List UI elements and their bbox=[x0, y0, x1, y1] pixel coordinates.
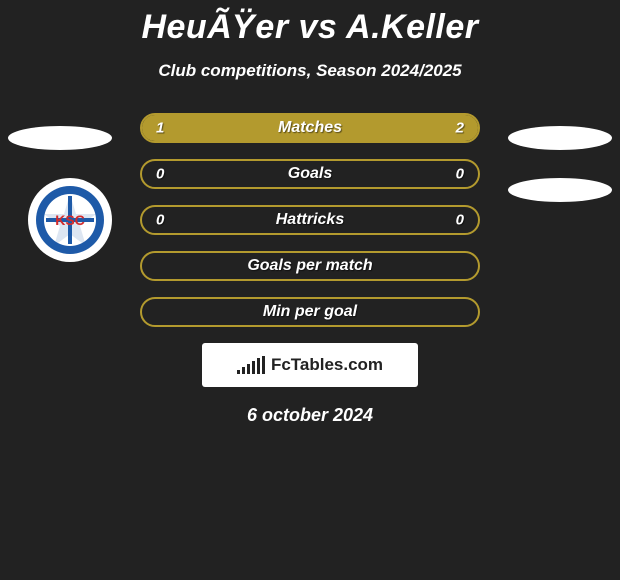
decorative-ellipse-top-left bbox=[8, 126, 112, 150]
bars-icon bbox=[237, 356, 265, 374]
page-subtitle: Club competitions, Season 2024/2025 bbox=[0, 61, 620, 81]
decorative-ellipse-top-right bbox=[508, 126, 612, 150]
footer-brand-text: FcTables.com bbox=[271, 355, 383, 375]
stat-row: 0 0 Goals bbox=[140, 159, 480, 189]
stat-row: 0 0 Hattricks bbox=[140, 205, 480, 235]
footer-brand-badge: FcTables.com bbox=[202, 343, 418, 387]
stat-label: Hattricks bbox=[276, 211, 344, 229]
stat-value-left: 1 bbox=[156, 120, 164, 137]
stat-value-left: 0 bbox=[156, 166, 164, 183]
date-text: 6 october 2024 bbox=[0, 405, 620, 426]
svg-text:KSC: KSC bbox=[55, 212, 85, 228]
stat-row: Min per goal bbox=[140, 297, 480, 327]
page-title: HeuÃŸer vs A.Keller bbox=[0, 0, 620, 47]
stat-label: Goals bbox=[288, 165, 332, 183]
stat-value-right: 0 bbox=[456, 166, 464, 183]
stat-row: Goals per match bbox=[140, 251, 480, 281]
stat-label: Min per goal bbox=[263, 303, 357, 321]
decorative-ellipse-bottom-right bbox=[508, 178, 612, 202]
stat-value-right: 0 bbox=[456, 212, 464, 229]
club-badge-icon: KSC bbox=[28, 178, 112, 262]
stat-value-left: 0 bbox=[156, 212, 164, 229]
club-badge: KSC bbox=[28, 178, 112, 262]
stat-row: 1 2 Matches bbox=[140, 113, 480, 143]
stat-label: Matches bbox=[278, 119, 342, 137]
stat-value-right: 2 bbox=[456, 120, 464, 137]
stat-label: Goals per match bbox=[247, 257, 372, 275]
